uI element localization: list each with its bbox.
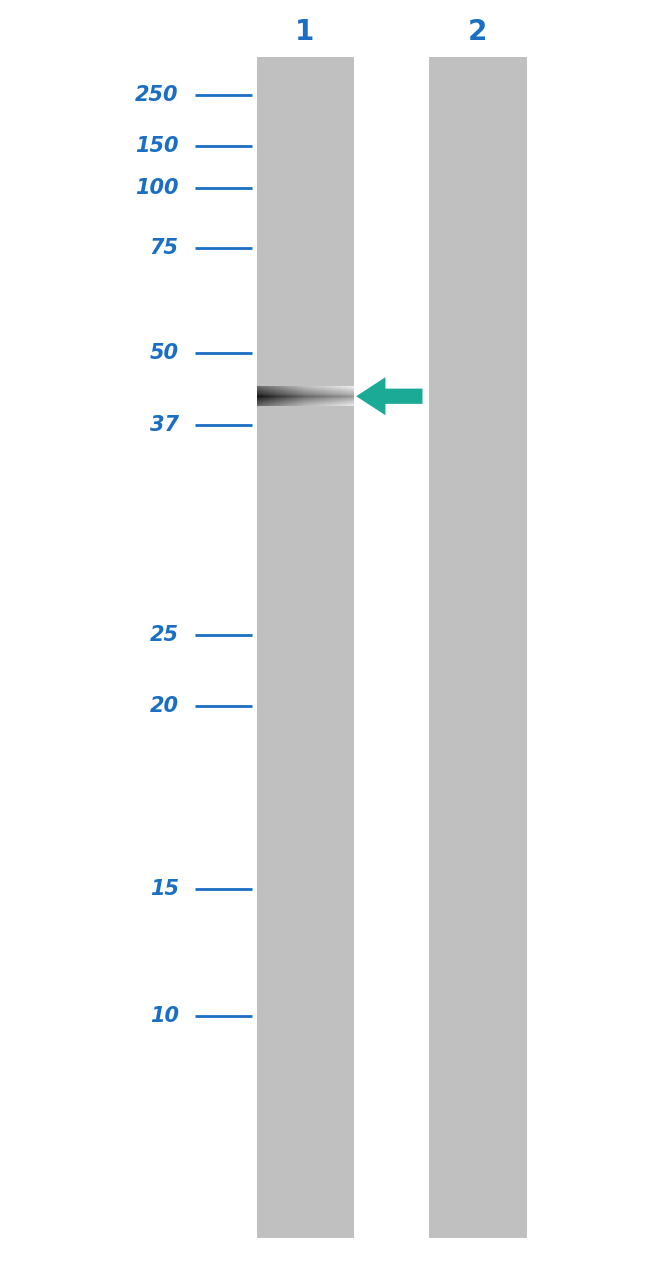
Bar bbox=[341, 386, 342, 406]
Bar bbox=[325, 386, 326, 406]
Text: 100: 100 bbox=[135, 178, 179, 198]
Bar bbox=[264, 386, 265, 406]
Bar bbox=[275, 386, 276, 406]
Bar bbox=[294, 386, 296, 406]
Bar bbox=[258, 386, 259, 406]
Text: 10: 10 bbox=[150, 1006, 179, 1026]
Bar bbox=[287, 386, 289, 406]
Bar bbox=[297, 386, 298, 406]
Bar bbox=[318, 386, 319, 406]
Bar bbox=[314, 386, 315, 406]
Text: 2: 2 bbox=[468, 18, 488, 46]
Bar bbox=[336, 386, 337, 406]
Bar bbox=[280, 386, 281, 406]
Text: 20: 20 bbox=[150, 696, 179, 716]
Bar bbox=[333, 386, 335, 406]
Bar bbox=[328, 386, 329, 406]
Bar bbox=[303, 386, 304, 406]
Bar bbox=[342, 386, 343, 406]
Bar bbox=[335, 386, 336, 406]
Bar bbox=[350, 386, 352, 406]
Text: 50: 50 bbox=[150, 343, 179, 363]
Bar bbox=[307, 386, 308, 406]
Text: 250: 250 bbox=[135, 85, 179, 105]
Bar bbox=[259, 386, 261, 406]
Bar bbox=[278, 386, 279, 406]
Bar bbox=[344, 386, 346, 406]
Bar bbox=[343, 386, 344, 406]
Bar bbox=[281, 386, 282, 406]
Bar bbox=[308, 386, 309, 406]
Text: 15: 15 bbox=[150, 879, 179, 899]
Bar bbox=[285, 386, 286, 406]
FancyArrow shape bbox=[356, 377, 422, 415]
Bar bbox=[315, 386, 317, 406]
Bar bbox=[326, 386, 328, 406]
Bar bbox=[270, 386, 272, 406]
Bar bbox=[306, 386, 307, 406]
Bar bbox=[322, 386, 324, 406]
Bar bbox=[304, 386, 306, 406]
Text: 37: 37 bbox=[150, 415, 179, 436]
Bar bbox=[353, 386, 354, 406]
Bar bbox=[321, 386, 322, 406]
Bar bbox=[261, 386, 263, 406]
Bar bbox=[429, 57, 526, 1238]
Bar bbox=[268, 386, 269, 406]
Bar bbox=[302, 386, 303, 406]
Bar bbox=[300, 386, 302, 406]
Bar bbox=[293, 386, 294, 406]
Bar bbox=[283, 386, 285, 406]
Bar bbox=[309, 386, 311, 406]
Bar bbox=[290, 386, 291, 406]
Bar bbox=[257, 386, 258, 406]
Bar bbox=[291, 386, 292, 406]
Bar bbox=[346, 386, 347, 406]
Bar bbox=[319, 386, 320, 406]
Bar bbox=[279, 386, 280, 406]
Bar bbox=[265, 386, 266, 406]
Bar bbox=[292, 386, 293, 406]
Bar bbox=[320, 386, 321, 406]
Bar bbox=[263, 386, 264, 406]
Bar bbox=[339, 386, 341, 406]
Bar bbox=[276, 386, 278, 406]
Bar bbox=[266, 386, 268, 406]
Bar bbox=[311, 386, 313, 406]
Bar bbox=[352, 386, 353, 406]
Bar bbox=[347, 386, 348, 406]
Bar bbox=[282, 386, 283, 406]
Bar bbox=[286, 386, 287, 406]
Text: 75: 75 bbox=[150, 237, 179, 258]
Bar bbox=[289, 386, 290, 406]
Bar bbox=[269, 386, 270, 406]
Bar bbox=[272, 386, 274, 406]
Bar bbox=[313, 386, 314, 406]
Bar bbox=[317, 386, 318, 406]
Text: 150: 150 bbox=[135, 136, 179, 156]
Bar bbox=[257, 57, 354, 1238]
Bar bbox=[337, 386, 339, 406]
Bar bbox=[329, 386, 330, 406]
Bar bbox=[298, 386, 300, 406]
Bar bbox=[274, 386, 275, 406]
Bar bbox=[330, 386, 331, 406]
Text: 1: 1 bbox=[294, 18, 314, 46]
Bar bbox=[324, 386, 325, 406]
Bar bbox=[331, 386, 332, 406]
Bar bbox=[296, 386, 297, 406]
Bar bbox=[332, 386, 333, 406]
Bar bbox=[348, 386, 350, 406]
Text: 25: 25 bbox=[150, 625, 179, 645]
